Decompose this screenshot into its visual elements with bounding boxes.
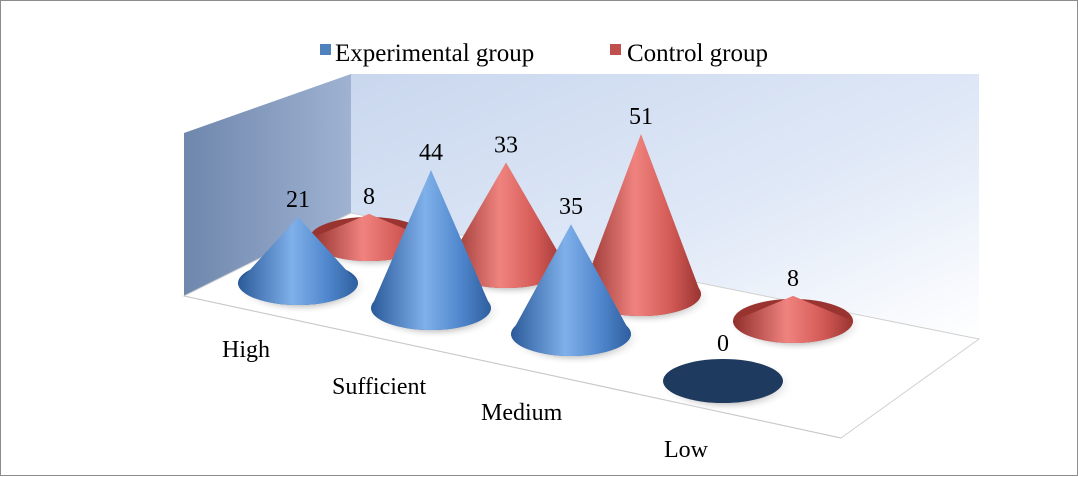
floor-edge <box>183 295 842 439</box>
cone-body <box>446 162 566 288</box>
cone-control-low: 8 <box>729 266 865 352</box>
cone-body <box>511 224 631 356</box>
data-label-control-medium: 51 <box>629 104 653 130</box>
cone-body <box>371 169 491 330</box>
side-wall <box>184 74 351 296</box>
legend-label-experimental: Experimental group <box>335 40 534 67</box>
data-label-experimental-low: 0 <box>717 331 729 357</box>
category-label-medium: Medium <box>481 400 563 426</box>
data-label-experimental-high: 21 <box>286 187 310 213</box>
cone-experimental-high: 21 <box>234 187 370 314</box>
cone-experimental-medium: 35 <box>507 194 643 365</box>
legend: Experimental group Control group <box>320 40 768 67</box>
legend-label-control: Control group <box>627 40 768 67</box>
cone-experimental-sufficient: 44 <box>367 140 503 339</box>
cone-base-empty <box>663 359 783 403</box>
cone-body <box>733 295 853 343</box>
cone-body <box>238 217 358 305</box>
cone-experimental-low: 0 <box>659 331 795 412</box>
data-label-experimental-sufficient: 44 <box>419 140 443 166</box>
data-label-control-high: 8 <box>363 184 375 210</box>
legend-swatch-control <box>610 44 621 55</box>
category-label-low: Low <box>664 437 709 463</box>
cone-body <box>581 134 701 316</box>
data-label-control-sufficient: 33 <box>494 132 518 158</box>
category-label-high: High <box>222 337 270 363</box>
data-label-experimental-medium: 35 <box>559 194 583 220</box>
data-label-control-low: 8 <box>787 266 799 292</box>
legend-swatch-experimental <box>320 44 331 55</box>
cones-group: 8 33 21 51 44 8 35 0 <box>234 104 865 412</box>
category-label-sufficient: Sufficient <box>332 374 427 400</box>
